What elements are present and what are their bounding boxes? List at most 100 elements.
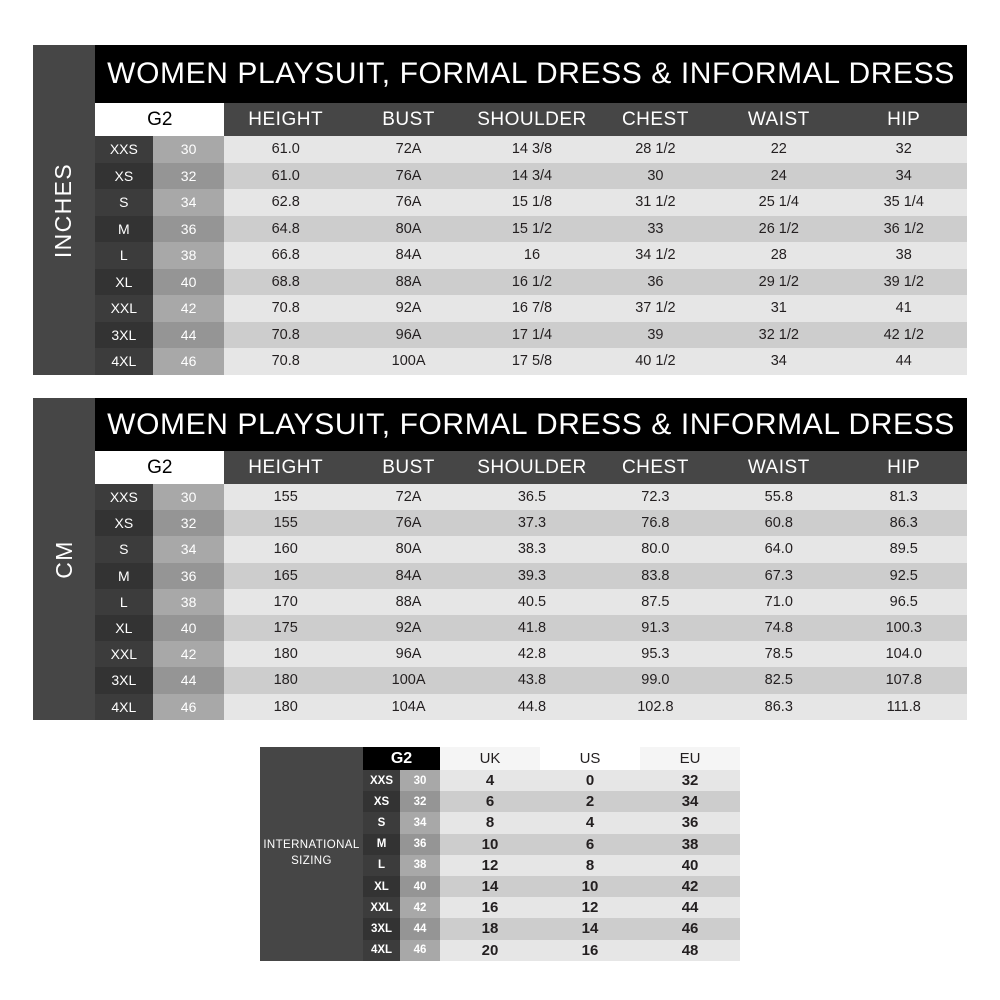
cell-chest: 91.3: [593, 614, 718, 642]
unit-rail-inches: INCHES: [33, 45, 95, 375]
cell-shoulder: 42.8: [470, 641, 594, 668]
table-row: XL 40 175 92A 41.8 91.3 74.8 100.3: [95, 614, 967, 642]
inches-col-header-shoulder: SHOULDER: [470, 103, 594, 136]
cm-col-header-chest: CHEST: [593, 451, 718, 484]
row-size-number: 46: [152, 693, 225, 720]
inches-col-header-bust: BUST: [346, 103, 471, 136]
row-size-number: 32: [152, 162, 225, 189]
cell-chest: 99.0: [593, 667, 718, 694]
international-table: G2 UK US EU XXS 30 4 0 32 XS 32 6 2: [363, 747, 741, 961]
table-row: L 38 170 88A 40.5 87.5 71.0 96.5: [95, 588, 967, 615]
list-item: XL 40 14 10 42: [363, 875, 741, 898]
cell-shoulder: 43.8: [470, 667, 594, 694]
row-size-label: XXS: [95, 136, 153, 163]
row-size-label: M: [363, 833, 400, 855]
cell-bust: 88A: [346, 268, 471, 295]
row-size-number: 34: [400, 812, 440, 834]
cell-chest: 102.8: [593, 693, 718, 720]
cell-hip: 86.3: [840, 510, 967, 537]
international-col-header-eu: EU: [640, 747, 741, 770]
row-size-label: XXL: [95, 641, 153, 668]
cell-waist: 71.0: [717, 588, 841, 615]
row-size-label: XXL: [363, 897, 400, 919]
cell-shoulder: 17 5/8: [470, 348, 594, 375]
international-col-header-us: US: [540, 747, 641, 770]
cell-us: 8: [540, 854, 641, 876]
unit-label-cm: CM: [50, 539, 77, 579]
row-size-label: S: [95, 189, 153, 216]
table-row: 3XL 44 70.8 96A 17 1/4 39 32 1/2 42 1/2: [95, 321, 967, 348]
list-item: XS 32 6 2 34: [363, 791, 741, 813]
cm-header-row: G2 HEIGHT BUST SHOULDER CHEST WAIST HIP: [95, 451, 967, 484]
cell-waist: 29 1/2: [717, 268, 841, 295]
cell-us: 14: [540, 918, 641, 940]
cell-bust: 76A: [346, 162, 471, 189]
inches-title-text: WOMEN PLAYSUIT, FORMAL DRESS & INFORMAL …: [107, 57, 955, 90]
cell-waist: 74.8: [717, 614, 841, 642]
cell-height: 180: [224, 667, 347, 694]
list-item: M 36 10 6 38: [363, 833, 741, 855]
cell-bust: 92A: [346, 295, 471, 322]
row-size-number: 40: [400, 875, 440, 898]
row-size-number: 36: [152, 215, 225, 242]
cell-eu: 40: [640, 854, 741, 876]
cell-shoulder: 16 1/2: [470, 268, 594, 295]
cell-chest: 87.5: [593, 588, 718, 615]
cell-bust: 76A: [346, 189, 471, 216]
cell-us: 12: [540, 897, 641, 919]
cell-chest: 33: [593, 215, 718, 242]
cell-height: 155: [224, 510, 347, 537]
cell-uk: 14: [440, 875, 541, 898]
cell-shoulder: 41.8: [470, 614, 594, 642]
cell-shoulder: 44.8: [470, 693, 594, 720]
cell-chest: 31 1/2: [593, 189, 718, 216]
cell-height: 170: [224, 588, 347, 615]
cell-height: 180: [224, 693, 347, 720]
cell-height: 70.8: [224, 348, 347, 375]
row-size-label: S: [363, 812, 400, 834]
row-size-label: L: [363, 854, 400, 876]
table-row: M 36 165 84A 39.3 83.8 67.3 92.5: [95, 562, 967, 589]
cell-hip: 92.5: [840, 562, 967, 589]
cell-shoulder: 16: [470, 242, 594, 269]
cell-height: 66.8: [224, 242, 347, 269]
row-size-number: 46: [152, 348, 225, 375]
cell-uk: 16: [440, 897, 541, 919]
cell-height: 180: [224, 641, 347, 668]
cm-table: G2 HEIGHT BUST SHOULDER CHEST WAIST HIP …: [95, 451, 967, 720]
cell-waist: 67.3: [717, 562, 841, 589]
row-size-number: 34: [152, 189, 225, 216]
list-item: 4XL 46 20 16 48: [363, 939, 741, 961]
cell-eu: 48: [640, 939, 741, 961]
cell-bust: 84A: [346, 242, 471, 269]
row-size-number: 30: [152, 484, 225, 511]
cell-shoulder: 36.5: [470, 484, 594, 511]
cell-eu: 34: [640, 791, 741, 813]
row-size-number: 36: [152, 562, 225, 589]
cell-eu: 44: [640, 897, 741, 919]
cell-chest: 37 1/2: [593, 295, 718, 322]
cell-us: 2: [540, 791, 641, 813]
cell-height: 68.8: [224, 268, 347, 295]
cell-bust: 72A: [346, 136, 471, 163]
cell-waist: 60.8: [717, 510, 841, 537]
cell-uk: 8: [440, 812, 541, 834]
row-size-number: 38: [400, 854, 440, 876]
cell-waist: 22: [717, 136, 841, 163]
international-brand-header: G2: [363, 747, 440, 770]
table-row: S 34 62.8 76A 15 1/8 31 1/2 25 1/4 35 1/…: [95, 189, 967, 216]
table-row: S 34 160 80A 38.3 80.0 64.0 89.5: [95, 536, 967, 563]
row-size-label: 4XL: [95, 693, 153, 720]
cell-shoulder: 17 1/4: [470, 321, 594, 348]
cell-chest: 28 1/2: [593, 136, 718, 163]
table-row: M 36 64.8 80A 15 1/2 33 26 1/2 36 1/2: [95, 215, 967, 242]
cell-shoulder: 14 3/8: [470, 136, 594, 163]
row-size-label: XXS: [95, 484, 153, 511]
cell-eu: 42: [640, 875, 741, 898]
cell-chest: 76.8: [593, 510, 718, 537]
inches-header-row: G2 HEIGHT BUST SHOULDER CHEST WAIST HIP: [95, 103, 967, 136]
cell-hip: 42 1/2: [840, 321, 967, 348]
inches-title-bar: WOMEN PLAYSUIT, FORMAL DRESS & INFORMAL …: [95, 45, 967, 103]
cell-hip: 41: [840, 295, 967, 322]
row-size-label: 3XL: [363, 918, 400, 940]
